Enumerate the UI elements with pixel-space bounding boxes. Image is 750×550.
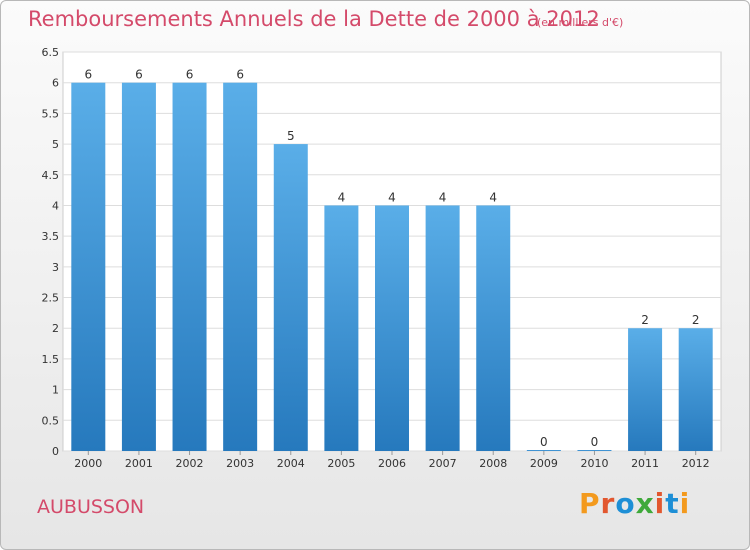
logo-letter: i (679, 487, 691, 520)
y-tick-label: 3 (52, 261, 59, 274)
bars (71, 82, 713, 452)
town-name: AUBUSSON (37, 496, 145, 518)
x-tick-label-2009: 2009 (530, 457, 558, 470)
x-tick-label-2000: 2000 (74, 457, 102, 470)
proxiti-logo[interactable]: Proxiti (579, 487, 690, 520)
y-tick-label: 6.5 (42, 46, 60, 59)
logo-letter: r (600, 487, 616, 520)
value-label-2010: 0 (591, 435, 599, 449)
y-tick-label: 4.5 (42, 169, 60, 182)
x-tick-label-2011: 2011 (631, 457, 659, 470)
x-tick-label-2005: 2005 (327, 457, 355, 470)
chart-subtitle: (en milliers d'€) (537, 16, 624, 29)
x-tick-label-2004: 2004 (277, 457, 305, 470)
value-label-2009: 0 (540, 435, 548, 449)
logo-letter: t (665, 487, 680, 520)
bar-2006 (375, 205, 409, 451)
x-tick-label-2001: 2001 (125, 457, 153, 470)
value-label-2007: 4 (439, 190, 447, 204)
logo-letter: x (635, 487, 655, 520)
x-tick-label-2012: 2012 (682, 457, 710, 470)
y-tick-label: 3.5 (42, 230, 60, 243)
x-tick-label-2007: 2007 (429, 457, 457, 470)
value-labels: 6 6 6 6 5 4 4 4 4 0 0 2 2 (84, 68, 699, 449)
chart-title: Remboursements Annuels de la Dette de 20… (28, 7, 600, 31)
logo-letter: o (615, 487, 636, 520)
value-label-2012: 2 (692, 313, 700, 327)
bar-2007 (425, 205, 460, 451)
y-tick-label: 4 (52, 199, 59, 212)
bar-2012 (678, 328, 713, 451)
y-tick-label: 5 (52, 138, 59, 151)
bar-2005 (324, 205, 359, 451)
x-tick-label-2002: 2002 (176, 457, 204, 470)
bar-2008 (476, 205, 511, 451)
x-tick-label-2003: 2003 (226, 457, 254, 470)
value-label-2004: 5 (287, 129, 295, 143)
value-label-2001: 6 (135, 68, 143, 82)
y-tick-label: 1.5 (42, 353, 60, 366)
bar-2002 (172, 82, 207, 451)
y-tick-label: 2.5 (42, 292, 60, 305)
x-tick-label-2010: 2010 (580, 457, 608, 470)
bar-2010 (577, 450, 612, 451)
value-label-2008: 4 (489, 190, 497, 204)
x-tick-labels: 2000 2001 2002 2003 2004 2005 2006 2007 2008 2009… (74, 451, 710, 470)
y-tick-label: 0 (52, 445, 59, 458)
y-tick-labels: 0 0.5 1 1.5 2 2.5 3 3.5 4 4.5 5 5.5 6 6.5 (42, 46, 60, 458)
y-tick-label: 1 (52, 384, 59, 397)
value-label-2002: 6 (186, 68, 194, 82)
value-label-2006: 4 (388, 190, 396, 204)
bar-2003 (223, 82, 258, 451)
bar-2009 (526, 450, 561, 451)
logo-letter: i (654, 487, 666, 520)
bar-2004 (273, 144, 308, 452)
bar-2011 (628, 328, 663, 451)
y-tick-label: 0.5 (42, 414, 60, 427)
y-tick-label: 6 (52, 77, 59, 90)
value-label-2005: 4 (338, 190, 346, 204)
value-label-2003: 6 (236, 68, 244, 82)
x-tick-label-2006: 2006 (378, 457, 406, 470)
x-tick-label-2008: 2008 (479, 457, 507, 470)
bar-2001 (121, 82, 156, 451)
value-label-2011: 2 (641, 313, 649, 327)
bar-2000 (71, 82, 106, 451)
y-tick-label: 5.5 (42, 107, 60, 120)
y-tick-label: 2 (52, 322, 59, 335)
logo-letter: P (579, 487, 601, 520)
value-label-2000: 6 (84, 68, 92, 82)
